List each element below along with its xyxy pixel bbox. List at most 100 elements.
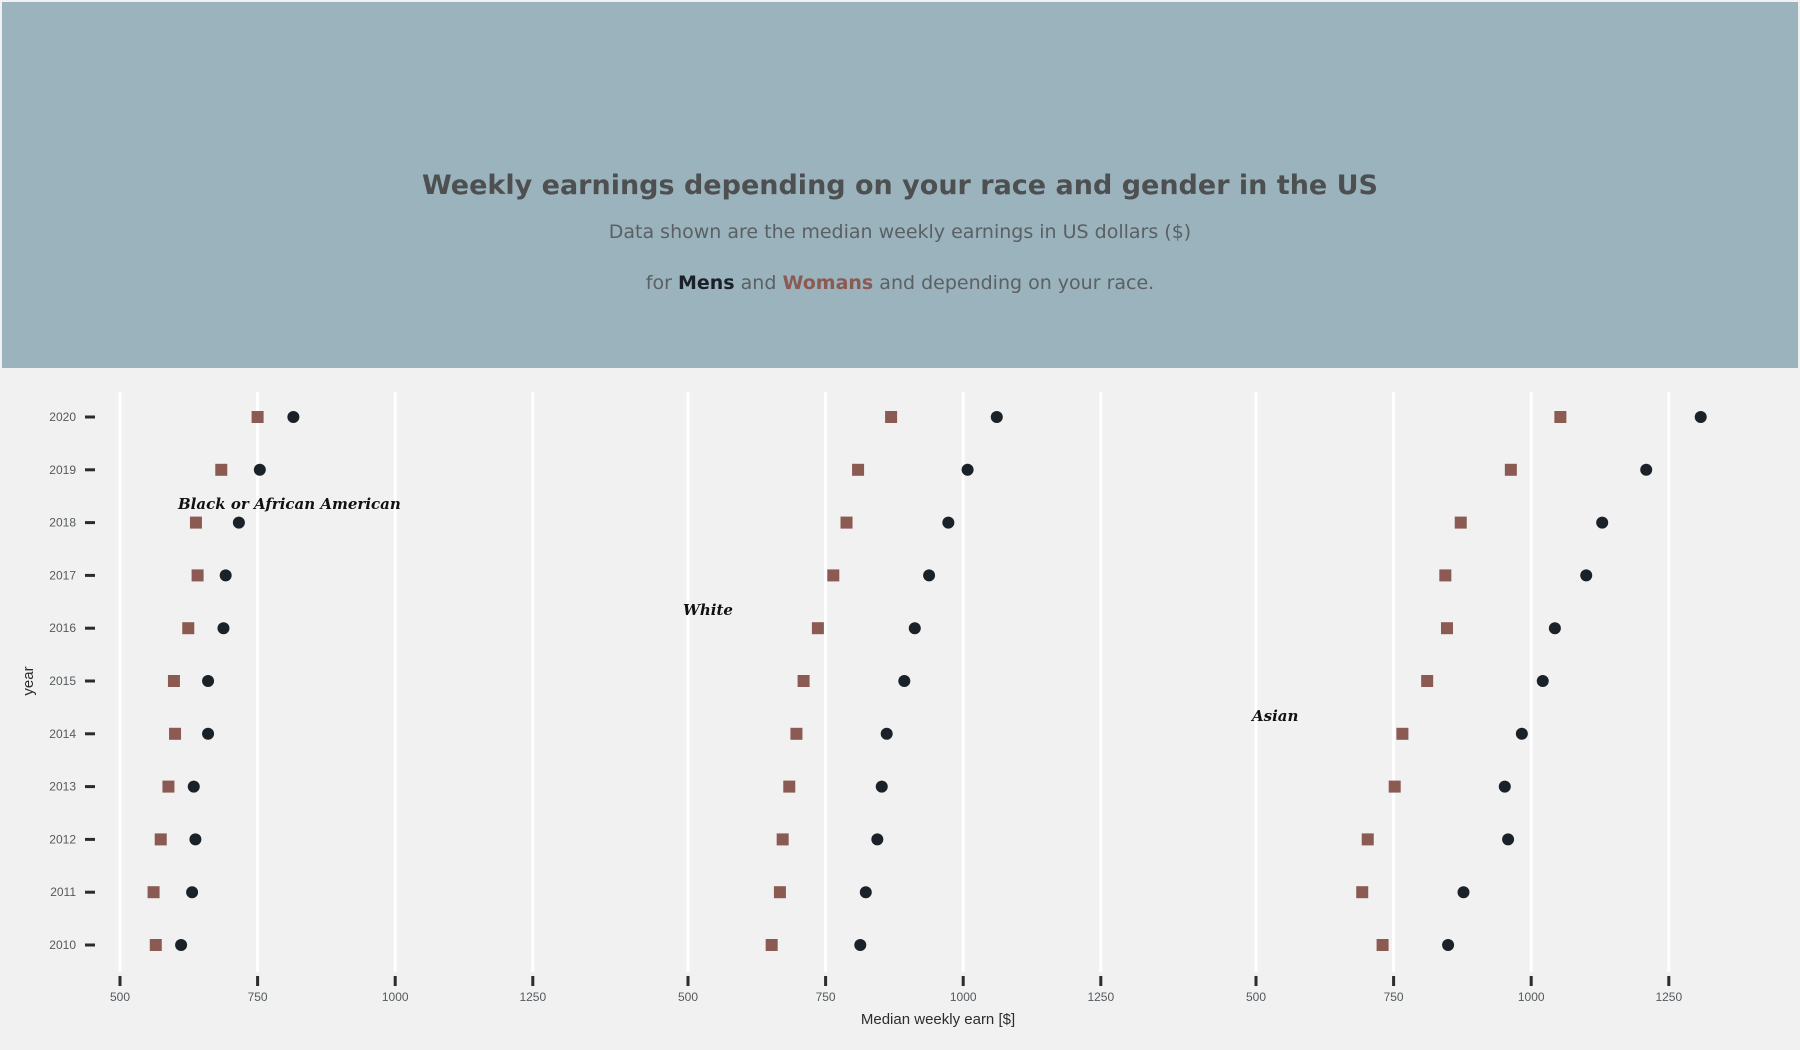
men-point: [908, 622, 921, 635]
legend-men: Mens: [677, 272, 735, 294]
men-point: [1548, 622, 1561, 635]
women-point: [1376, 939, 1389, 951]
men-point: [253, 463, 266, 476]
women-point: [162, 780, 175, 793]
men-point: [1498, 780, 1511, 793]
chart-title: Weekly earnings depending on your race a…: [421, 170, 1378, 201]
chart-subtitle: Data shown are the median weekly earning…: [608, 221, 1192, 243]
women-point: [773, 886, 786, 899]
men-point: [875, 780, 888, 793]
men-point: [189, 833, 202, 846]
x-tick-label: 750: [1384, 990, 1404, 1004]
women-point: [1439, 569, 1452, 582]
men-point: [217, 622, 230, 635]
facet-label: Asian: [1250, 707, 1298, 725]
x-tick-label: 500: [110, 990, 130, 1004]
men-point: [1442, 939, 1455, 951]
legend-suffix: and depending on your race.: [879, 272, 1155, 294]
x-tick-label: 500: [678, 990, 698, 1004]
earnings-chart: 500 750 1000 1250 500 750 1000 1250 500 750 1000 12…: [20, 392, 1707, 1028]
grid-layer: [118, 392, 1671, 972]
men-point: [961, 463, 974, 476]
women-point: [1396, 727, 1409, 740]
y-tick-label: 2011: [50, 885, 76, 899]
men-point: [871, 833, 884, 846]
men-point: [854, 939, 867, 951]
women-point: [1504, 463, 1517, 476]
women-point: [1356, 886, 1369, 899]
men-point: [202, 675, 215, 687]
men-point: [1515, 727, 1528, 740]
men-point: [1694, 411, 1707, 423]
women-point: [1421, 675, 1434, 687]
legend-and: and: [740, 272, 777, 294]
women-point: [191, 569, 204, 582]
y-axis-title: year: [20, 666, 37, 695]
men-point: [880, 727, 893, 740]
facet-label: Black or African American: [177, 495, 401, 513]
x-tick-label: 1000: [1518, 990, 1545, 1004]
header-banner: Weekly earnings depending on your race a…: [2, 2, 1798, 368]
men-point: [1596, 516, 1609, 529]
facet-label: White: [683, 601, 733, 619]
marks-layer: [147, 411, 1707, 951]
men-point: [1640, 463, 1653, 476]
x-axis-title: Median weekly earn [$]: [861, 1011, 1015, 1028]
women-point: [1361, 833, 1374, 846]
women-point: [783, 780, 796, 793]
women-point: [147, 886, 160, 899]
y-tick-label: 2020: [49, 410, 76, 424]
women-point: [154, 833, 167, 846]
men-point: [187, 780, 200, 793]
women-point: [189, 516, 202, 529]
y-tick-label: 2013: [49, 780, 76, 794]
women-point: [149, 939, 162, 951]
legend-line: for Mens and Womans and depending on you…: [2, 272, 1798, 294]
y-tick-label: 2015: [49, 674, 76, 688]
y-tick-label: 2010: [49, 938, 76, 952]
y-tick-label: 2012: [49, 832, 76, 846]
women-point: [1440, 622, 1453, 635]
women-point: [1554, 411, 1567, 423]
legend-prefix: for: [645, 272, 672, 294]
women-point: [776, 833, 789, 846]
women-point: [251, 411, 264, 423]
women-point: [790, 727, 803, 740]
men-point: [1536, 675, 1549, 687]
men-point: [990, 411, 1003, 423]
x-tick-label: 1250: [1087, 990, 1114, 1004]
women-point: [1454, 516, 1467, 529]
men-point: [219, 569, 232, 582]
x-tick-label: 1000: [950, 990, 977, 1004]
y-tick-label: 2016: [49, 621, 76, 635]
men-point: [175, 939, 188, 951]
men-point: [923, 569, 936, 582]
axis-layer: 500 750 1000 1250 500 750 1000 1250 500 750 1000 12…: [20, 410, 1682, 1028]
women-point: [169, 727, 182, 740]
women-point: [1388, 780, 1401, 793]
men-point: [1457, 886, 1470, 899]
women-point: [797, 675, 810, 687]
x-tick-label: 750: [248, 990, 268, 1004]
x-tick-label: 1250: [1655, 990, 1682, 1004]
men-point: [287, 411, 300, 423]
legend-women: Womans: [782, 272, 874, 294]
women-point: [852, 463, 865, 476]
men-point: [1580, 569, 1593, 582]
men-point: [232, 516, 245, 529]
x-tick-label: 750: [816, 990, 836, 1004]
y-tick-label: 2017: [49, 568, 76, 582]
label-layer: Black or African American White Asian: [177, 495, 1298, 725]
men-point: [942, 516, 955, 529]
women-point: [765, 939, 778, 951]
y-tick-label: 2018: [49, 516, 76, 530]
x-tick-label: 1250: [519, 990, 546, 1004]
men-point: [202, 727, 215, 740]
women-point: [885, 411, 898, 423]
women-point: [182, 622, 195, 635]
women-point: [167, 675, 180, 687]
y-tick-label: 2014: [49, 727, 76, 741]
women-point: [215, 463, 228, 476]
men-point: [1502, 833, 1515, 846]
y-tick-label: 2019: [49, 463, 76, 477]
